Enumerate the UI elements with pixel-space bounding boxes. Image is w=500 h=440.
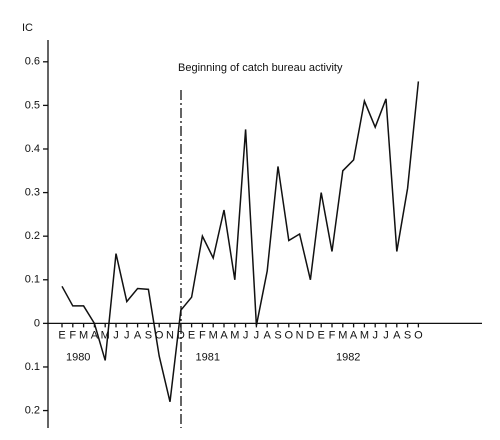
x-tick-label: J: [124, 329, 130, 341]
data-line: [61, 81, 420, 403]
x-tick-label: J: [243, 329, 249, 341]
y-tick-label: 0.1: [25, 274, 40, 286]
x-tick-label: F: [329, 329, 336, 341]
x-tick-label: E: [318, 329, 325, 341]
year-label: 1980: [66, 351, 90, 363]
x-tick-label: A: [91, 329, 99, 341]
x-tick-label: D: [177, 329, 185, 341]
x-tick-label: F: [69, 329, 76, 341]
x-tick-label: J: [383, 329, 389, 341]
y-axis-label: IC: [22, 22, 33, 34]
x-tick-label: A: [393, 329, 401, 341]
x-tick-label: E: [58, 329, 65, 341]
x-tick-label: A: [220, 329, 228, 341]
x-tick-label: M: [338, 329, 347, 341]
y-tick-label: 0.1: [25, 361, 40, 373]
x-tick-label: O: [285, 329, 294, 341]
y-tick-label: 0: [34, 317, 40, 329]
x-tick-label: E: [188, 329, 195, 341]
y-tick-label: 0.5: [25, 99, 40, 111]
x-tick-label: A: [264, 329, 272, 341]
y-tick-label: 0.4: [25, 143, 40, 155]
x-tick-label: N: [166, 329, 174, 341]
year-label: 1982: [336, 351, 360, 363]
y-tick-label: 0.6: [25, 56, 40, 68]
x-tick-label: M: [101, 329, 110, 341]
x-tick-label: M: [209, 329, 218, 341]
x-tick-label: O: [414, 329, 423, 341]
x-tick-label: N: [296, 329, 304, 341]
x-tick-label: S: [274, 329, 281, 341]
y-tick-label: 0.2: [25, 230, 40, 242]
x-tick-label: M: [230, 329, 239, 341]
x-tick-label: S: [404, 329, 411, 341]
x-tick-label: S: [145, 329, 152, 341]
x-tick-label: D: [306, 329, 314, 341]
x-tick-label: J: [254, 329, 260, 341]
x-tick-label: A: [134, 329, 142, 341]
x-tick-label: J: [113, 329, 119, 341]
x-tick-label: M: [79, 329, 88, 341]
y-tick-label: 0.2: [25, 404, 40, 416]
x-tick-label: A: [350, 329, 358, 341]
x-tick-label: O: [155, 329, 164, 341]
annotation: Beginning of catch bureau activity: [178, 62, 343, 74]
y-tick-label: 0.3: [25, 186, 40, 198]
x-tick-label: F: [199, 329, 206, 341]
x-tick-label: J: [372, 329, 378, 341]
year-label: 1981: [196, 351, 220, 363]
x-tick-label: M: [360, 329, 369, 341]
